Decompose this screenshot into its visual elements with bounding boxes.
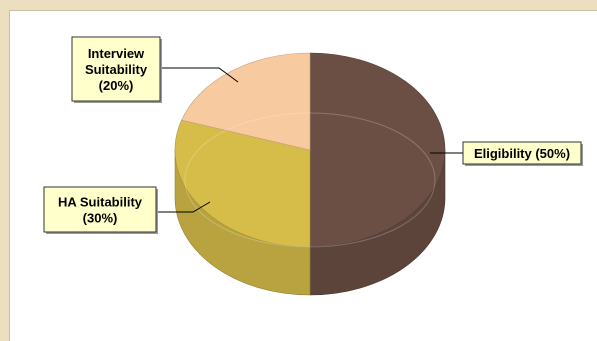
label-interview-suitability-text-1: Suitability (85, 62, 148, 77)
label-ha-suitability-text-0: HA Suitability (58, 195, 143, 210)
label-ha-suitability-text-1: (30%) (83, 211, 118, 226)
label-interview-suitability-text-2: (20%) (99, 78, 134, 93)
label-ha-suitability-box (43, 186, 157, 233)
label-ha-suitability-connector (156, 201, 211, 213)
label-ha-suitability: HA Suitability(30%) (43, 186, 211, 234)
pie-slice-0 (309, 52, 446, 248)
label-interview-suitability-text-0: Interview (88, 46, 145, 61)
label-interview-suitability-connector (160, 67, 239, 83)
pie-slice-2 (181, 52, 311, 151)
label-interview-suitability-box (71, 36, 161, 102)
pie-top-slices (174, 52, 446, 248)
label-eligibility-text-0: Eligibility (50%) (474, 146, 570, 161)
pie-highlight-ring (184, 112, 436, 248)
label-eligibility: Eligibility (50%) (430, 141, 583, 166)
label-eligibility-box (462, 141, 582, 165)
